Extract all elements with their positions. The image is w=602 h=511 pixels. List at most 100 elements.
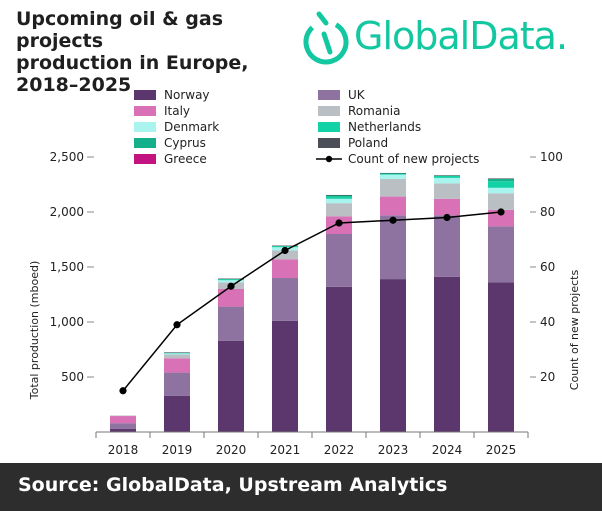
- bar-italy-2024: [434, 198, 460, 216]
- legend-swatch-greece: [134, 154, 156, 164]
- bar-norway-2019: [164, 395, 190, 432]
- x-tick-label: 2025: [486, 443, 517, 457]
- bar-denmark-2022: [326, 198, 352, 204]
- bar-netherlands-2022: [326, 196, 352, 199]
- legend-label-uk: UK: [348, 88, 366, 102]
- x-tick-label: 2020: [216, 443, 247, 457]
- left-tick-label: 1,000: [50, 315, 84, 329]
- right-tick-label: 60: [540, 260, 555, 274]
- x-tick-label: 2024: [432, 443, 463, 457]
- bar-norway-2023: [380, 279, 406, 432]
- bar-norway-2024: [434, 276, 460, 432]
- bar-italy-2020: [218, 289, 244, 307]
- bar-denmark-2025: [488, 187, 514, 194]
- bar-cyprus-2022: [326, 195, 352, 197]
- bar-romania-2018: [110, 415, 136, 417]
- legend-marker-line: [325, 155, 333, 163]
- bar-poland-2022: [326, 194, 352, 196]
- title-line-1: Upcoming oil & gas projects: [16, 8, 224, 52]
- bar-netherlands-2020: [218, 279, 244, 281]
- bar-netherlands-2019: [164, 352, 190, 354]
- bar-norway-2022: [326, 286, 352, 432]
- globaldata-logo-text: GlobalData.: [354, 14, 568, 58]
- bar-poland-2020: [218, 278, 244, 280]
- count-point-2019: [173, 321, 181, 329]
- legend-label-norway: Norway: [164, 88, 210, 102]
- chart-title: Upcoming oil & gas projects production i…: [16, 8, 316, 96]
- legend-label-cyprus: Cyprus: [164, 136, 206, 150]
- legend-label-poland: Poland: [348, 136, 388, 150]
- x-tick-label: 2019: [162, 443, 193, 457]
- legend-label-denmark: Denmark: [164, 120, 219, 134]
- bar-netherlands-2023: [380, 173, 406, 175]
- left-tick-label: 2,000: [50, 205, 84, 219]
- right-tick-label: 20: [540, 370, 555, 384]
- count-point-2024: [443, 213, 451, 222]
- count-point-2018: [119, 387, 127, 395]
- bar-norway-2025: [488, 282, 514, 432]
- bar-italy-2021: [272, 259, 298, 278]
- bar-netherlands-2021: [272, 246, 298, 248]
- bar-romania-2021: [272, 250, 298, 260]
- globaldata-logo-icon: [303, 11, 349, 65]
- bar-poland-2024: [434, 175, 460, 176]
- bar-poland-2021: [272, 245, 298, 247]
- right-y-axis-label: Count of new projects: [568, 270, 581, 391]
- bar-denmark-2020: [218, 280, 244, 283]
- bar-uk-2023: [380, 215, 406, 280]
- count-point-2020: [227, 282, 235, 290]
- bar-romania-2025: [488, 193, 514, 210]
- left-tick-label: 1,500: [50, 260, 84, 274]
- footer: Source: GlobalData, Upstream Analytics: [0, 463, 602, 511]
- bar-uk-2024: [434, 215, 460, 277]
- legend-swatch-norway: [134, 90, 156, 100]
- bar-norway-2018: [110, 428, 136, 432]
- bar-uk-2022: [326, 234, 352, 287]
- left-y-axis: 500 1,000 1,500 2,000 2,500: [50, 150, 94, 384]
- bar-uk-2020: [218, 306, 244, 341]
- left-tick-label: 2,500: [50, 150, 84, 164]
- x-tick-label: 2022: [324, 443, 355, 457]
- legend-label-greece: Greece: [164, 152, 207, 166]
- bar-romania-2022: [326, 203, 352, 217]
- legend-swatch-netherlands: [318, 122, 340, 132]
- bar-poland-2019: [164, 352, 190, 353]
- bar-uk-2021: [272, 278, 298, 321]
- right-tick-label: 100: [540, 150, 563, 164]
- bar-uk-2019: [164, 372, 190, 396]
- left-tick-label: 500: [61, 370, 84, 384]
- bar-italy-2018: [110, 416, 136, 424]
- production-chart: Norway UK Italy Romania Denmark Netherlands Cy…: [28, 88, 581, 457]
- bar-netherlands-2024: [434, 175, 460, 178]
- x-tick-label: 2021: [270, 443, 301, 457]
- legend-swatch-italy: [134, 106, 156, 116]
- count-point-2021: [281, 246, 289, 255]
- right-tick-label: 40: [540, 315, 555, 329]
- count-point-2022: [335, 219, 343, 227]
- legend-label-italy: Italy: [164, 104, 190, 118]
- bar-italy-2019: [164, 358, 190, 373]
- bar-norway-2021: [272, 320, 298, 432]
- bar-romania-2024: [434, 183, 460, 199]
- bar-italy-2025: [488, 209, 514, 227]
- header: Upcoming oil & gas projects production i…: [0, 0, 602, 96]
- x-tick-label: 2023: [378, 443, 409, 457]
- source-text: Source: GlobalData, Upstream Analytics: [18, 474, 448, 496]
- count-point-2025: [497, 208, 505, 216]
- legend-swatch-uk: [318, 90, 340, 100]
- chart-legend: Norway UK Italy Romania Denmark Netherlands Cy…: [134, 88, 479, 166]
- count-line: [119, 208, 505, 395]
- bar-netherlands-2025: [488, 181, 514, 188]
- bar-cyprus-2025: [488, 179, 514, 182]
- right-y-axis: 20 40 60 80 100: [530, 150, 563, 384]
- title-line-3: 2018–2025: [16, 74, 132, 96]
- title-line-2: production in Europe,: [16, 52, 249, 74]
- count-line-path: [122, 211, 502, 392]
- x-axis: 2018 2019 2020 2021 2022 2023 2024 2025: [95, 431, 529, 457]
- bar-denmark-2023: [380, 174, 406, 179]
- stacked-bars: [110, 172, 514, 432]
- bar-denmark-2024: [434, 177, 460, 184]
- bar-poland-2025: [488, 178, 514, 179]
- legend-swatch-poland: [318, 138, 340, 148]
- y-axis-label: Total production (mboed): [28, 261, 41, 401]
